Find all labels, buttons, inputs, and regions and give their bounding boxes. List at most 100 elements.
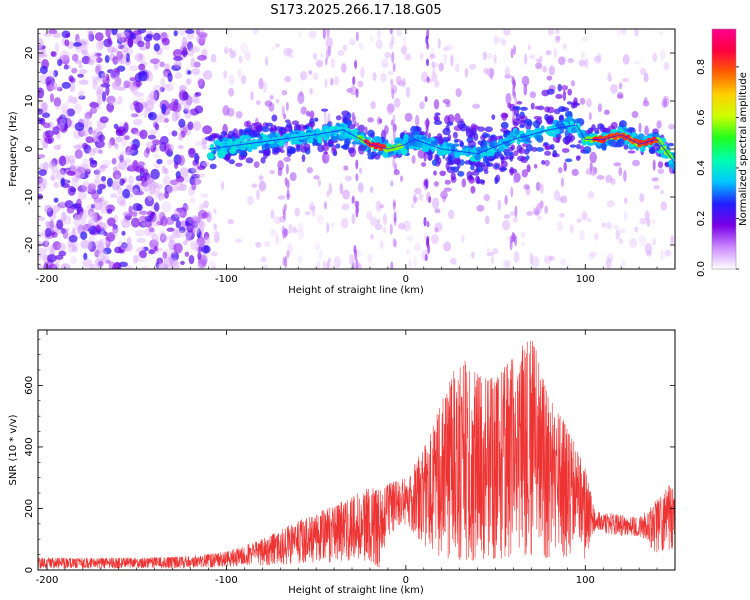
spectrogram-cell [170,185,181,192]
spectrogram-cell [553,48,558,58]
spectrogram-cell [668,123,675,130]
spectrogram-cell [571,126,578,134]
spectrogram-cell [358,263,363,268]
spectrogram-cell [403,220,411,232]
spectrogram-cell [366,210,373,220]
spectrogram-cell [445,44,454,51]
spectrogram-cell [73,217,81,226]
spectrogram-cell [160,77,166,87]
spectrogram-cell [57,58,63,67]
spectrogram-cell [521,75,530,87]
spectrogram-cell [333,256,341,269]
spectrogram-cell [512,232,516,242]
spectrogram-cell [284,76,292,83]
spectrogram-cell [147,99,158,105]
spectrogram-cell [53,182,63,189]
spectrogram-cell [180,260,185,265]
spectrogram-cell [502,219,510,231]
spectrogram-cell [100,164,109,169]
spectrogram-cell [51,163,60,174]
spectrogram-cell [139,250,147,259]
spectrogram-cell [484,133,491,138]
spectrogram-cell [499,167,508,171]
spectrogram-cell [119,199,126,208]
spectrogram-cell [178,226,186,234]
spectrogram-cell [97,96,102,106]
spectrogram-cell [71,175,81,182]
spectrogram-cell [179,84,187,92]
spectrogram-cell [57,242,66,252]
spectrogram-cell [131,113,139,118]
spectrogram-cell [338,134,346,140]
spectrogram-cell [443,53,448,65]
spectrogram-cell [404,53,412,61]
spectrogram-cell [227,218,235,225]
spectrogram-cell [604,109,610,115]
spectrogram-cell [424,96,428,103]
spectrogram-cell [596,175,605,180]
spectrogram-cell [138,210,149,215]
spectrogram-cell [74,149,83,159]
spectrogram-cell [431,234,439,245]
spectrogram-cell [327,257,331,264]
spectrogram-cell [450,172,456,181]
spectrogram-cell [292,226,297,231]
spectrogram-cell [282,209,286,220]
spectrogram-cell [597,123,604,130]
spectrogram-cell [552,153,560,158]
spectrogram-cell [423,147,429,153]
spectrogram-cell [250,142,256,148]
spectrogram-cell [255,241,262,248]
spectrogram-cell [42,122,51,129]
spectrogram-cell [182,127,188,136]
spectrogram-cell [240,154,247,160]
spectrogram-cell [83,116,89,127]
spectrogram-cell [500,155,505,160]
spectrogram-cell [49,219,55,231]
spectrogram-cell [180,99,187,105]
spectrogram-cell [539,200,544,209]
spectrogram-cell [88,128,94,135]
spectrogram-cell [377,29,381,40]
spectrogram-cell [76,166,86,174]
spectrogram-cell [64,200,74,209]
spectrogram-cell [167,254,173,261]
spectrogram-cell [197,31,208,38]
spectrogram-cell [38,87,45,99]
spectrogram-cell [486,139,493,143]
spectrogram-cell [162,251,168,259]
spectrogram-cell [523,184,530,190]
spectrogram-cell [41,102,48,113]
spectrogram-cell [148,227,156,238]
spectrogram-cell [358,144,368,152]
spectrogram-cell [158,262,169,269]
spectrogram-cell [100,175,107,182]
spectrogram-cell [51,158,58,167]
spectrogram-cell [166,159,174,165]
spectrogram-cell [547,114,554,123]
spectrogram-cell [527,44,532,51]
spectrogram-cell [526,164,531,173]
spectrogram-cell [393,211,397,223]
spectrogram-cell [392,129,396,142]
spectrogram-cell [509,211,515,217]
snr-x-tick-label: -100 [215,575,238,586]
spectrogram-cell [203,236,211,246]
spectrogram-cell [178,118,186,128]
spectrogram-cell [269,94,274,100]
spectrogram-cell [651,177,659,182]
spectrogram-cell [414,242,421,252]
spectrogram-cell [138,53,144,61]
spectrogram-cell [428,132,431,139]
spectrogram-cell [256,189,260,200]
spectrogram-cell [94,257,104,269]
spectrogram-cell [40,102,49,110]
spectrogram-cell [501,39,507,46]
spectrogram-cell [77,73,84,78]
spectrogram-cell [309,87,313,95]
spectrogram-cell [171,230,181,239]
spectrogram-cell [202,125,213,135]
spectrogram-cell [432,65,436,75]
snr-x-tick-label: 0 [403,575,409,586]
spectrogram-cell [639,192,645,203]
